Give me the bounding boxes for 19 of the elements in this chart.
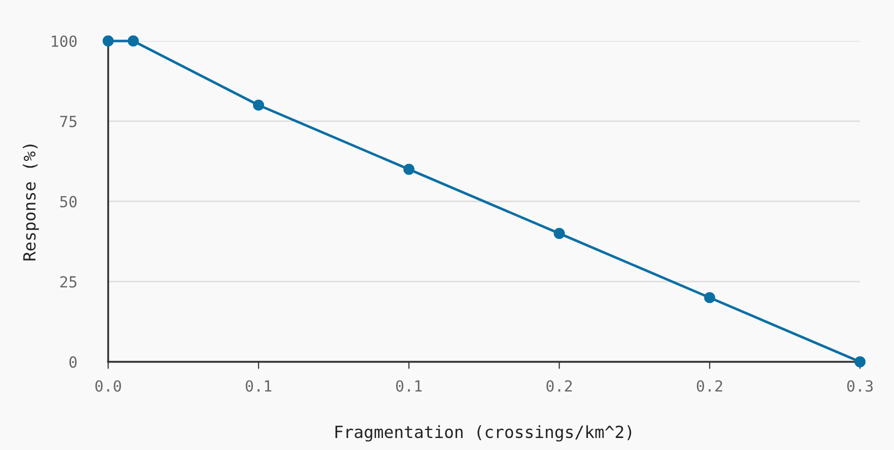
point (403, 164, 414, 175)
point (128, 35, 139, 47)
point (554, 228, 565, 240)
y-axis-title: Response (%) (22, 144, 39, 260)
y-tick-label: 75 (60, 116, 76, 128)
point (704, 292, 716, 304)
x-axis-title: Fragmentation (crossings/km^2) (335, 425, 632, 442)
y-tick-label: 100 (52, 35, 77, 48)
x-tick-label: 0.3 (847, 380, 873, 392)
y-tick-label: 25 (60, 276, 76, 288)
y-tick-label: 50 (60, 196, 77, 208)
point (252, 100, 264, 111)
x-tick-label: 0.1 (396, 380, 422, 392)
x-tick-label: 0.2 (546, 380, 572, 392)
x-tick-label: 0.2 (696, 380, 722, 392)
point (102, 35, 114, 47)
x-tick-label: 0.1 (246, 380, 272, 392)
y-tick-label: 0 (69, 356, 77, 368)
x-tick-label: 0.0 (95, 380, 121, 392)
